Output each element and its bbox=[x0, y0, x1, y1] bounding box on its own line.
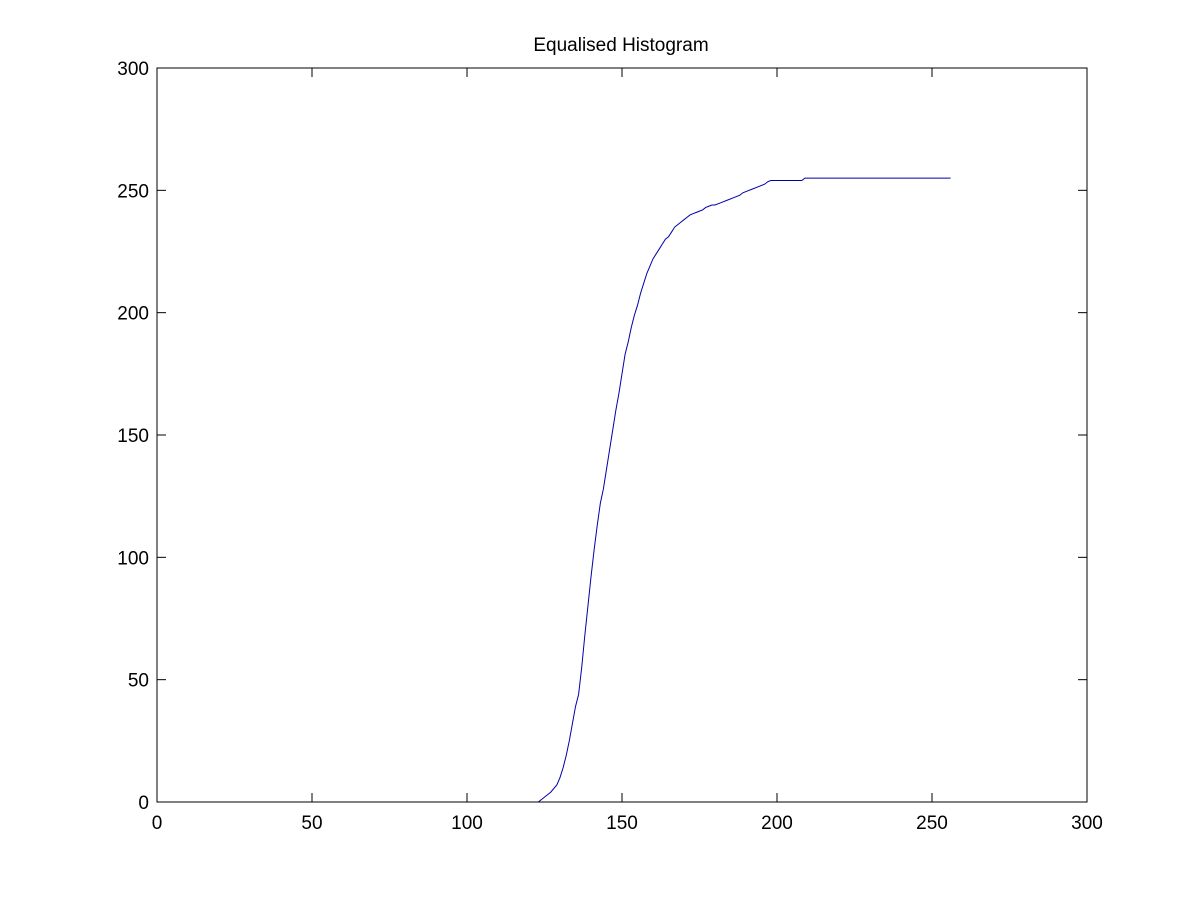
y-tick-label: 300 bbox=[117, 59, 149, 80]
series-line-0 bbox=[537, 177, 951, 803]
plot-layer bbox=[537, 177, 951, 803]
y-tick-label: 250 bbox=[117, 181, 149, 202]
ticks-layer: 0 50 100 150 200 250 300 0 50 100 150 200 250 300 bbox=[117, 59, 1103, 834]
x-tick-label: 200 bbox=[761, 813, 793, 834]
x-tick-label: 250 bbox=[916, 813, 948, 834]
x-tick-label: 100 bbox=[451, 813, 483, 834]
x-tick-label: 0 bbox=[152, 813, 163, 834]
y-tick-label: 50 bbox=[128, 671, 149, 692]
x-tick-label: 50 bbox=[301, 813, 322, 834]
x-tick-label: 150 bbox=[606, 813, 638, 834]
chart-title: Equalised Histogram bbox=[533, 35, 708, 56]
y-tick-label: 200 bbox=[117, 304, 149, 325]
axes-box bbox=[156, 67, 1088, 803]
y-tick-label: 0 bbox=[138, 793, 149, 814]
y-tick-label: 150 bbox=[117, 426, 149, 447]
x-tick-label: 300 bbox=[1071, 813, 1103, 834]
y-tick-label: 100 bbox=[117, 548, 149, 569]
